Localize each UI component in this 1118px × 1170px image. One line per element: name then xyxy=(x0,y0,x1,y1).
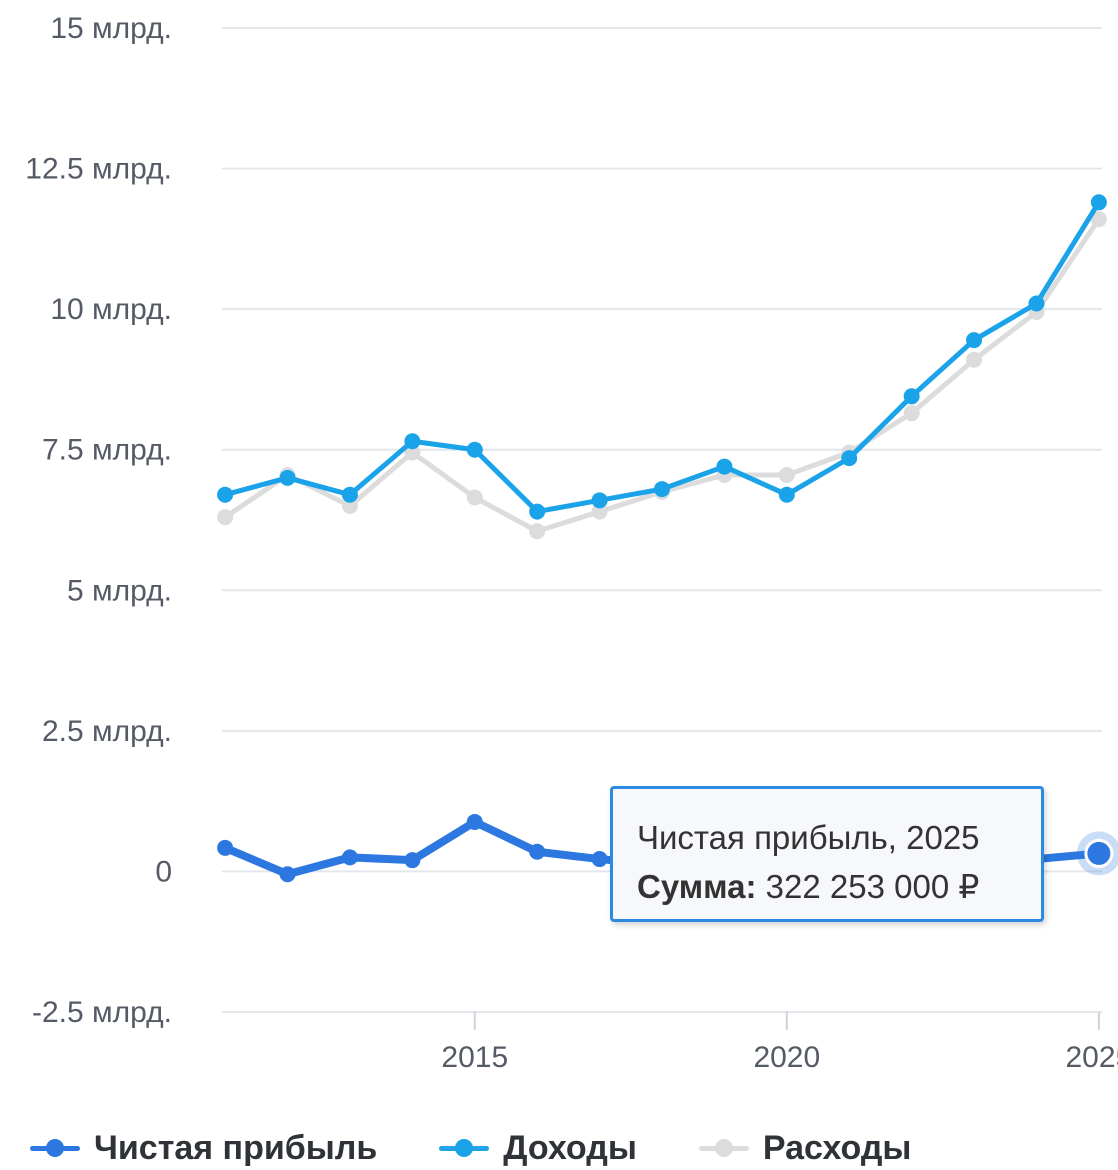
data-point[interactable] xyxy=(217,839,234,856)
grid-layer xyxy=(222,27,1102,1013)
data-point[interactable] xyxy=(404,852,421,869)
data-point[interactable] xyxy=(466,813,483,830)
tooltip-sum: Сумма: 322 253 000 ₽ xyxy=(637,867,979,906)
data-point[interactable] xyxy=(716,458,733,475)
data-point[interactable] xyxy=(654,481,670,498)
data-point[interactable] xyxy=(529,843,546,860)
data-point[interactable] xyxy=(966,332,983,349)
data-point[interactable] xyxy=(778,486,795,503)
data-point[interactable] xyxy=(1028,295,1045,312)
data-point[interactable] xyxy=(591,503,608,520)
legend-label-net-profit: Чистая прибыль xyxy=(94,1128,378,1167)
data-point[interactable] xyxy=(1084,838,1114,868)
y-tick-label: 12.5 млрд. xyxy=(25,153,172,186)
data-point[interactable] xyxy=(529,503,546,520)
data-point[interactable] xyxy=(1090,211,1107,228)
legend-swatch-net-profit xyxy=(30,1136,80,1160)
data-point[interactable] xyxy=(404,433,421,450)
y-tick-label: 7.5 млрд. xyxy=(42,434,172,467)
data-point[interactable] xyxy=(1090,194,1107,211)
y-tick-label: 10 млрд. xyxy=(50,293,172,326)
data-point[interactable] xyxy=(404,444,421,461)
data-point[interactable] xyxy=(903,388,920,405)
data-point[interactable] xyxy=(466,489,483,506)
legend-item-expenses[interactable]: Расходы xyxy=(698,1128,912,1168)
x-tick-label: 2025 xyxy=(1066,1041,1118,1074)
data-point[interactable] xyxy=(966,351,983,368)
data-point[interactable] xyxy=(778,467,795,484)
data-point[interactable] xyxy=(341,849,358,866)
data-point[interactable] xyxy=(279,866,296,883)
tooltip-title: Чистая прибыль, 2025 xyxy=(637,819,980,856)
line-chart: 15 млрд. 12.5 млрд. 10 млрд. 7.5 млрд. 5 млр… xyxy=(25,12,1118,1074)
data-point[interactable] xyxy=(903,405,920,422)
data-point[interactable] xyxy=(341,497,358,514)
legend-swatch-income xyxy=(439,1136,490,1160)
data-point[interactable] xyxy=(466,441,483,458)
data-point[interactable] xyxy=(529,523,546,540)
legend-item-net-profit[interactable]: Чистая прибыль xyxy=(30,1129,377,1168)
x-tick-label: 2015 xyxy=(441,1041,508,1074)
series-доходы xyxy=(217,194,1107,520)
data-point[interactable] xyxy=(841,450,858,467)
y-tick-label: 5 млрд. xyxy=(67,574,172,607)
tooltip-sum-label: Сумма: xyxy=(637,868,757,905)
tooltip-sum-value: 322 253 000 ₽ xyxy=(765,868,980,905)
y-tick-label: 2.5 млрд. xyxy=(42,715,172,748)
data-point[interactable] xyxy=(591,851,608,868)
legend-label-expenses: Расходы xyxy=(762,1128,912,1167)
x-axis: 2015 2020 2025 xyxy=(441,1012,1118,1074)
legend-label-income: Доходы xyxy=(503,1128,637,1167)
y-tick-label: -2.5 млрд. xyxy=(32,996,172,1029)
y-tick-label: 0 xyxy=(155,855,172,888)
legend-swatch-expenses xyxy=(698,1136,749,1160)
x-tick-label: 2020 xyxy=(753,1041,820,1074)
legend-item-income[interactable]: Доходы xyxy=(439,1129,637,1168)
data-point[interactable] xyxy=(279,469,296,486)
data-point[interactable] xyxy=(217,509,234,526)
y-axis: 15 млрд. 12.5 млрд. 10 млрд. 7.5 млрд. 5 млр… xyxy=(25,12,172,1029)
tooltip: Чистая прибыль, 2025 Сумма: 322 253 000 … xyxy=(610,786,1044,922)
y-tick-label: 15 млрд. xyxy=(50,12,172,45)
data-point[interactable] xyxy=(341,486,358,503)
data-point[interactable] xyxy=(217,486,234,503)
data-point[interactable] xyxy=(591,492,608,509)
legend: Чистая прибыль Доходы Расходы xyxy=(30,1126,911,1170)
